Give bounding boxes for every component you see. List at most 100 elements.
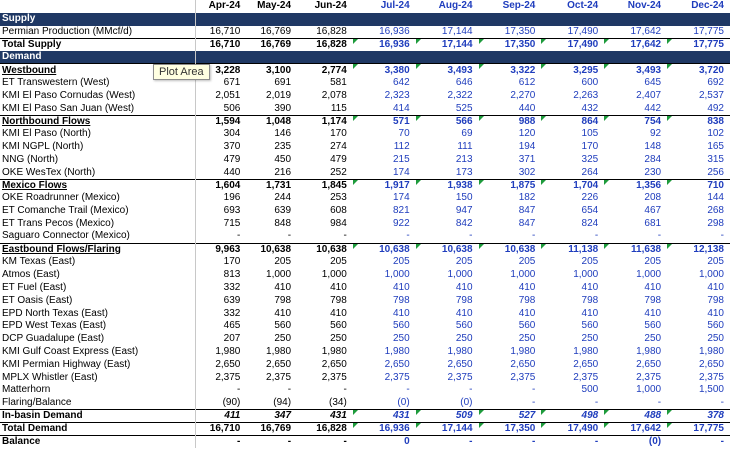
value-cell[interactable]: 2,650: [215, 358, 241, 370]
value-cell[interactable]: 2,650: [447, 358, 473, 370]
row-label[interactable]: NNG (North): [0, 153, 197, 167]
value-cell[interactable]: (94): [273, 396, 292, 408]
month-header[interactable]: Aug-24: [438, 0, 473, 12]
value-cell[interactable]: 2,375: [447, 371, 473, 383]
value-cell[interactable]: 3,493: [415, 63, 479, 77]
row-label[interactable]: ET Fuel (East): [0, 281, 197, 295]
value-cell[interactable]: 17,144: [441, 25, 473, 37]
value-cell[interactable]: 205: [455, 256, 473, 268]
value-cell[interactable]: 492: [707, 102, 724, 114]
value-cell[interactable]: 2,322: [447, 89, 473, 101]
value-cell[interactable]: 1,875: [478, 178, 542, 192]
value-cell[interactable]: 798: [392, 294, 410, 306]
value-cell[interactable]: -: [343, 384, 347, 396]
row-label[interactable]: Balance: [0, 435, 197, 449]
row-label[interactable]: Matterhorn: [0, 383, 197, 397]
value-cell[interactable]: 1,938: [415, 178, 479, 192]
value-cell[interactable]: 1,174: [297, 114, 353, 128]
value-cell[interactable]: 410: [518, 307, 536, 319]
value-cell[interactable]: 302: [518, 166, 536, 178]
value-cell[interactable]: 414: [392, 102, 410, 114]
value-cell[interactable]: 1,731: [246, 178, 298, 192]
month-header[interactable]: Dec-24: [691, 0, 724, 12]
value-cell[interactable]: 639: [223, 294, 241, 306]
row-label[interactable]: EPD West Texas (East): [0, 319, 197, 333]
value-cell[interactable]: -: [594, 230, 599, 242]
value-cell[interactable]: 253: [330, 192, 347, 204]
value-cell[interactable]: 509: [415, 409, 479, 423]
value-cell[interactable]: 410: [392, 307, 410, 319]
value-cell[interactable]: 170: [223, 256, 241, 268]
value-cell[interactable]: 639: [274, 205, 292, 217]
value-cell[interactable]: 205: [707, 256, 724, 268]
value-cell[interactable]: 2,375: [215, 371, 241, 383]
value-cell[interactable]: 479: [330, 153, 347, 165]
value-cell[interactable]: 498: [541, 409, 605, 423]
value-cell[interactable]: 410: [330, 281, 347, 293]
row-label[interactable]: DCP Guadalupe (East): [0, 332, 197, 346]
value-cell[interactable]: 16,710: [209, 25, 241, 37]
value-cell[interactable]: 3,100: [246, 63, 298, 77]
value-cell[interactable]: 250: [330, 333, 347, 345]
value-cell[interactable]: 10,638: [297, 242, 353, 256]
value-cell[interactable]: 0: [352, 435, 416, 449]
value-cell[interactable]: -: [720, 230, 724, 242]
value-cell[interactable]: 69: [461, 128, 473, 140]
value-cell[interactable]: 12,138: [667, 242, 730, 256]
value-cell[interactable]: 92: [649, 128, 662, 140]
value-cell[interactable]: 2,375: [384, 371, 410, 383]
value-cell[interactable]: 16,769: [246, 422, 298, 436]
value-cell[interactable]: 16,710: [195, 37, 247, 52]
value-cell[interactable]: 2,650: [698, 358, 724, 370]
value-cell[interactable]: 370: [223, 141, 241, 153]
value-cell[interactable]: -: [406, 230, 410, 242]
value-cell[interactable]: 410: [392, 281, 410, 293]
value-cell[interactable]: 2,375: [266, 371, 292, 383]
value-cell[interactable]: 798: [581, 294, 599, 306]
value-cell[interactable]: 215: [392, 153, 410, 165]
value-cell[interactable]: 16,828: [297, 37, 353, 52]
value-cell[interactable]: -: [532, 384, 536, 396]
value-cell[interactable]: 560: [581, 320, 599, 332]
row-label[interactable]: OKE Roadrunner (Mexico): [0, 191, 197, 205]
value-cell[interactable]: [604, 51, 668, 64]
value-cell[interactable]: 205: [581, 256, 599, 268]
value-cell[interactable]: 244: [274, 192, 292, 204]
value-cell[interactable]: 105: [581, 128, 599, 140]
value-cell[interactable]: 390: [274, 102, 292, 114]
value-cell[interactable]: 710: [667, 178, 730, 192]
value-cell[interactable]: 2,407: [636, 89, 662, 101]
value-cell[interactable]: 1,980: [384, 345, 410, 357]
value-cell[interactable]: [478, 12, 542, 26]
value-cell[interactable]: 332: [223, 307, 241, 319]
value-cell[interactable]: 560: [392, 320, 410, 332]
value-cell[interactable]: 1,980: [510, 345, 536, 357]
value-cell[interactable]: -: [667, 435, 730, 449]
row-label[interactable]: Total Supply: [0, 37, 197, 52]
row-label[interactable]: Mexico Flows: [0, 178, 197, 192]
value-cell[interactable]: 371: [518, 153, 536, 165]
value-cell[interactable]: 1,980: [636, 345, 662, 357]
value-cell[interactable]: 235: [274, 141, 292, 153]
value-cell[interactable]: 2,263: [573, 89, 599, 101]
value-cell[interactable]: 566: [415, 114, 479, 128]
row-label[interactable]: Total Demand: [0, 422, 197, 436]
row-label[interactable]: ET Trans Pecos (Mexico): [0, 217, 197, 231]
value-cell[interactable]: [195, 12, 247, 26]
month-header[interactable]: Sep-24: [502, 0, 536, 12]
value-cell[interactable]: 581: [330, 77, 347, 89]
value-cell[interactable]: 2,650: [510, 358, 536, 370]
row-label[interactable]: KMI El Paso (North): [0, 127, 197, 141]
row-label[interactable]: Supply: [0, 12, 197, 26]
row-label[interactable]: Atmos (East): [0, 268, 197, 282]
value-cell[interactable]: 1,980: [321, 345, 347, 357]
value-cell[interactable]: 798: [644, 294, 662, 306]
value-cell[interactable]: 174: [392, 166, 410, 178]
value-cell[interactable]: 560: [274, 320, 292, 332]
value-cell[interactable]: -: [469, 384, 473, 396]
value-cell[interactable]: 1,704: [541, 178, 605, 192]
value-cell[interactable]: 988: [478, 114, 542, 128]
value-cell[interactable]: 1,000: [321, 269, 347, 281]
value-cell[interactable]: 1,000: [266, 269, 292, 281]
value-cell[interactable]: 1,000: [698, 269, 724, 281]
